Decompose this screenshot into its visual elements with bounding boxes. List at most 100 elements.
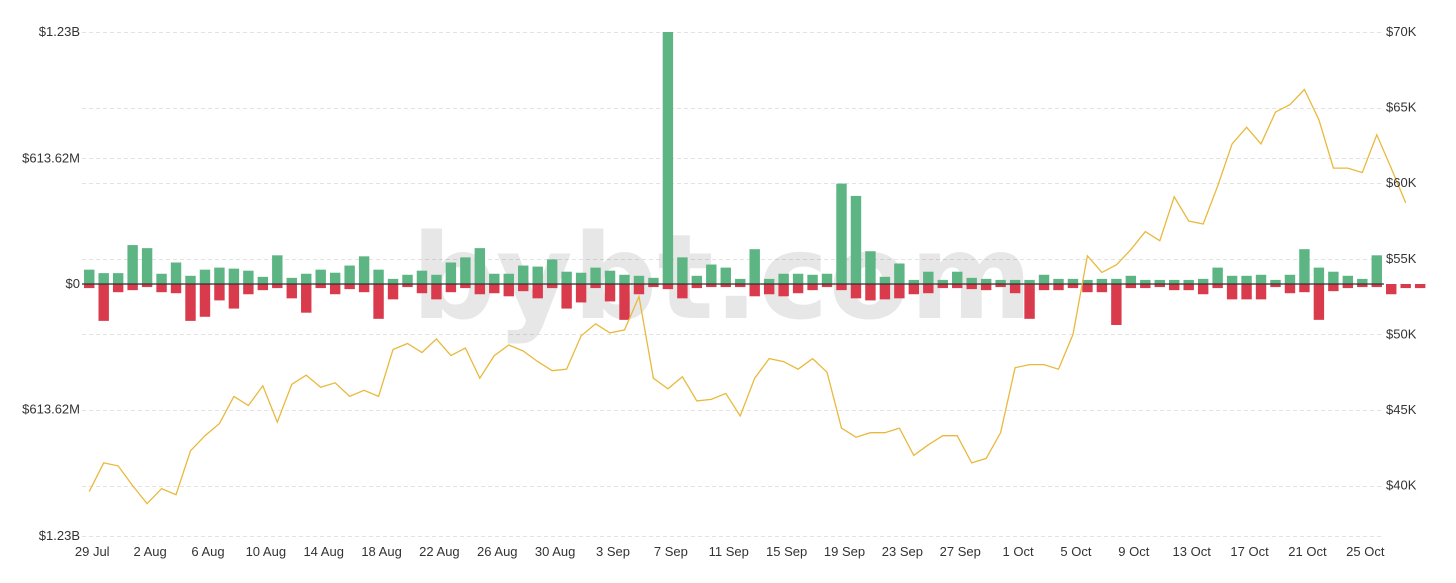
inflow-bar <box>691 275 703 284</box>
outflow-bar <box>677 284 688 299</box>
inflow-bar <box>908 279 920 284</box>
inflow-bar <box>1154 279 1165 284</box>
outflow-bar <box>792 284 804 294</box>
inflow-bar <box>1313 267 1325 284</box>
outflow-bar <box>720 284 731 288</box>
outflow-bar <box>735 284 746 288</box>
inflow-bar <box>518 265 529 284</box>
x-tick-label: 27 Sep <box>940 544 981 559</box>
inflow-bar <box>648 277 659 284</box>
inflow-bar <box>1082 279 1093 284</box>
inflow-bar <box>1053 278 1064 284</box>
inflow-bar <box>243 270 254 284</box>
outflow-bar <box>778 284 789 297</box>
x-tick-label: 14 Aug <box>303 544 344 559</box>
outflow-bar <box>923 284 934 294</box>
outflow-bar <box>937 284 948 289</box>
inflow-bar <box>1169 279 1180 284</box>
right-tick-label: $60K <box>1386 175 1417 190</box>
inflow-bar <box>387 278 399 284</box>
inflow-bar <box>329 272 341 284</box>
outflow-bar <box>127 284 138 291</box>
inflow-bar <box>807 274 818 284</box>
inflow-bar <box>546 259 558 284</box>
x-tick-label: 5 Oct <box>1060 544 1091 559</box>
x-tick-label: 21 Oct <box>1288 544 1327 559</box>
outflow-bar <box>1212 284 1223 289</box>
outflow-bar <box>575 284 587 303</box>
x-tick-label: 9 Oct <box>1118 544 1149 559</box>
right-tick-label: $65K <box>1386 100 1417 115</box>
inflow-bar <box>735 278 746 284</box>
inflow-bar <box>416 270 428 284</box>
outflow-bar <box>1183 284 1194 291</box>
x-tick-label: 2 Aug <box>133 544 166 559</box>
inflow-bar <box>532 266 543 284</box>
outflow-bar <box>619 284 630 320</box>
outflow-bar <box>84 284 95 289</box>
inflow-bar <box>141 248 153 284</box>
outflow-bar <box>1053 284 1064 291</box>
inflow-bar <box>937 279 948 284</box>
x-tick-label: 18 Aug <box>361 544 402 559</box>
inflow-bar <box>344 265 355 284</box>
x-tick-label: 23 Sep <box>882 544 923 559</box>
x-tick-label: 22 Aug <box>419 544 460 559</box>
x-tick-label: 1 Oct <box>1003 544 1034 559</box>
inflow-bar <box>590 267 601 284</box>
outflow-bar <box>1082 284 1093 293</box>
outflow-bar <box>662 284 674 290</box>
inflow-bar <box>1241 275 1252 284</box>
inflow-bar <box>966 277 977 284</box>
outflow-bar <box>503 284 514 297</box>
outflow-bar <box>1284 284 1296 294</box>
x-tick-label: 26 Aug <box>477 544 518 559</box>
right-tick-label: $40K <box>1386 478 1417 493</box>
inflow-bar <box>677 257 688 284</box>
outflow-bar <box>1154 284 1165 288</box>
inflow-bar <box>199 269 211 284</box>
inflow-bar <box>286 277 297 284</box>
right-tick-label: $55K <box>1386 251 1417 266</box>
outflow-bar <box>850 284 862 299</box>
inflow-bar <box>778 273 789 284</box>
outflow-bar <box>1299 284 1310 293</box>
inflow-bar <box>1067 278 1079 284</box>
outflow-bar <box>879 284 891 300</box>
inflow-bar <box>1096 278 1108 284</box>
inflow-bar <box>662 32 674 284</box>
x-tick-label: 15 Sep <box>766 544 807 559</box>
outflow-bar <box>1313 284 1325 320</box>
inflow-bar <box>1299 249 1310 284</box>
inflow-bar <box>575 272 587 284</box>
outflow-bar <box>821 284 833 288</box>
inflow-bar <box>894 263 905 284</box>
inflow-bar <box>763 278 775 284</box>
left-tick-label: $0 <box>66 276 80 291</box>
inflow-bar <box>1270 279 1281 284</box>
outflow-bar <box>301 284 312 313</box>
outflow-bar <box>546 284 558 289</box>
outflow-bar <box>1024 284 1035 319</box>
x-tick-label: 17 Oct <box>1230 544 1269 559</box>
inflow-bar <box>156 273 167 284</box>
inflow-bar <box>792 273 804 284</box>
outflow-bar <box>1096 284 1108 293</box>
outflow-bar <box>1371 284 1382 288</box>
outflow-bar <box>706 284 717 288</box>
outflow-bar <box>604 284 616 302</box>
outflow-bar <box>243 284 254 295</box>
outflow-bar <box>1386 284 1397 295</box>
left-tick-label: $613.62M <box>22 402 80 417</box>
inflow-bar <box>127 245 138 284</box>
inflow-bar <box>952 271 963 284</box>
outflow-bar <box>1197 284 1209 295</box>
outflow-bars <box>84 284 1426 325</box>
inflow-bar <box>1357 278 1368 284</box>
inflow-bar <box>604 270 616 284</box>
inflow-bar <box>185 275 196 284</box>
outflow-bar <box>1067 284 1079 289</box>
inflow-bar <box>1197 278 1209 284</box>
inflow-bar <box>1111 278 1122 284</box>
inflow-bars <box>84 32 1382 284</box>
